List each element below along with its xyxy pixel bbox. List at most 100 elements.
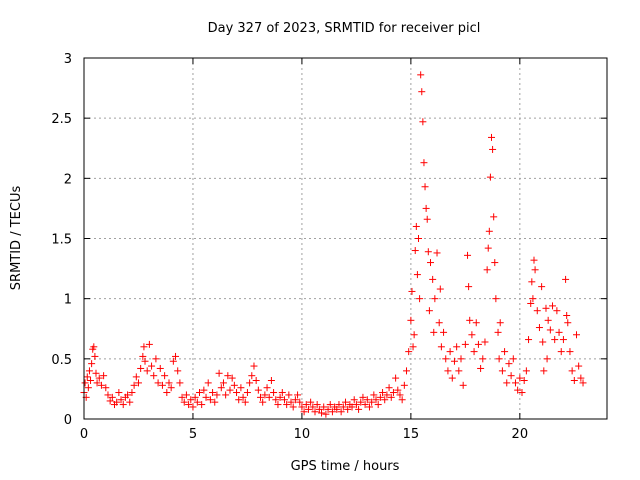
data-point [115,389,123,397]
data-point [527,299,535,307]
data-point [318,409,326,417]
data-point [209,389,217,397]
data-point [333,405,341,413]
data-point [495,355,503,363]
y-tick-label: 2 [64,172,72,187]
x-tick-label: 20 [512,427,529,442]
data-point [307,398,315,406]
data-point [470,348,478,356]
data-point [494,328,502,336]
data-point [145,340,153,348]
y-tick-label: 1 [64,293,72,308]
data-point [355,405,363,413]
data-point [161,372,169,380]
data-point [187,396,195,404]
data-point [140,343,148,351]
data-point [289,403,297,411]
data-point [533,307,541,315]
data-point [233,389,241,397]
data-point [298,403,306,411]
data-point [337,408,345,416]
data-point [228,374,236,382]
data-point [359,393,367,401]
data-point [174,367,182,375]
data-point [564,319,572,327]
data-point [418,88,426,96]
data-point [92,369,100,377]
data-point [465,283,473,291]
data-point [455,367,463,375]
data-point [488,133,496,141]
data-point [81,379,89,387]
data-point [90,343,98,351]
data-point [274,401,282,409]
data-point [182,391,190,399]
data-point [577,374,585,382]
data-point [446,348,454,356]
data-point [344,405,352,413]
y-tick-label: 0 [64,413,72,428]
data-point [433,249,441,257]
data-point [126,398,134,406]
data-point [165,379,173,387]
data-point [516,374,524,382]
data-point [158,381,166,389]
data-point [143,367,151,375]
data-point [498,367,506,375]
data-point [417,71,425,79]
data-point [492,295,500,303]
y-tick-label: 1.5 [51,233,72,248]
data-points [80,71,587,418]
data-point [309,403,317,411]
data-point [83,373,91,381]
data-point [400,381,408,389]
data-point [535,324,543,332]
data-point [472,319,480,327]
data-point [531,266,539,274]
data-point [559,336,567,344]
data-point [219,379,227,387]
data-point [457,355,465,363]
data-point [413,271,421,279]
data-point [398,396,406,404]
data-point [522,367,530,375]
data-point [315,405,323,413]
data-point [265,393,273,401]
data-point [396,391,404,399]
y-axis-ticks: 0 0.5 1 1.5 2 2.5 3 [51,52,607,428]
data-point [483,266,491,274]
data-point [287,398,295,406]
data-point [202,393,210,401]
data-point [520,376,528,384]
data-point [328,408,336,416]
data-point [339,403,347,411]
data-point [87,376,95,384]
data-point [283,401,291,409]
data-point [505,360,513,368]
data-point [93,379,101,387]
data-point [468,331,476,339]
data-point [95,374,103,382]
data-point [442,355,450,363]
data-point [322,410,330,418]
data-point [365,403,373,411]
data-point [363,396,371,404]
data-point [97,381,105,389]
data-point [357,398,365,406]
data-point [575,362,583,370]
data-point [85,367,93,375]
data-point [553,307,561,315]
data-point [270,389,278,397]
data-point [141,357,149,365]
data-point [490,213,498,221]
data-point [389,389,397,397]
data-point [226,386,234,394]
data-point [88,360,96,368]
data-point [509,355,517,363]
x-axis-label: GPS time / hours [291,459,400,474]
data-point [539,338,547,346]
data-point [235,396,243,404]
data-point [248,372,256,380]
data-point [425,307,433,315]
